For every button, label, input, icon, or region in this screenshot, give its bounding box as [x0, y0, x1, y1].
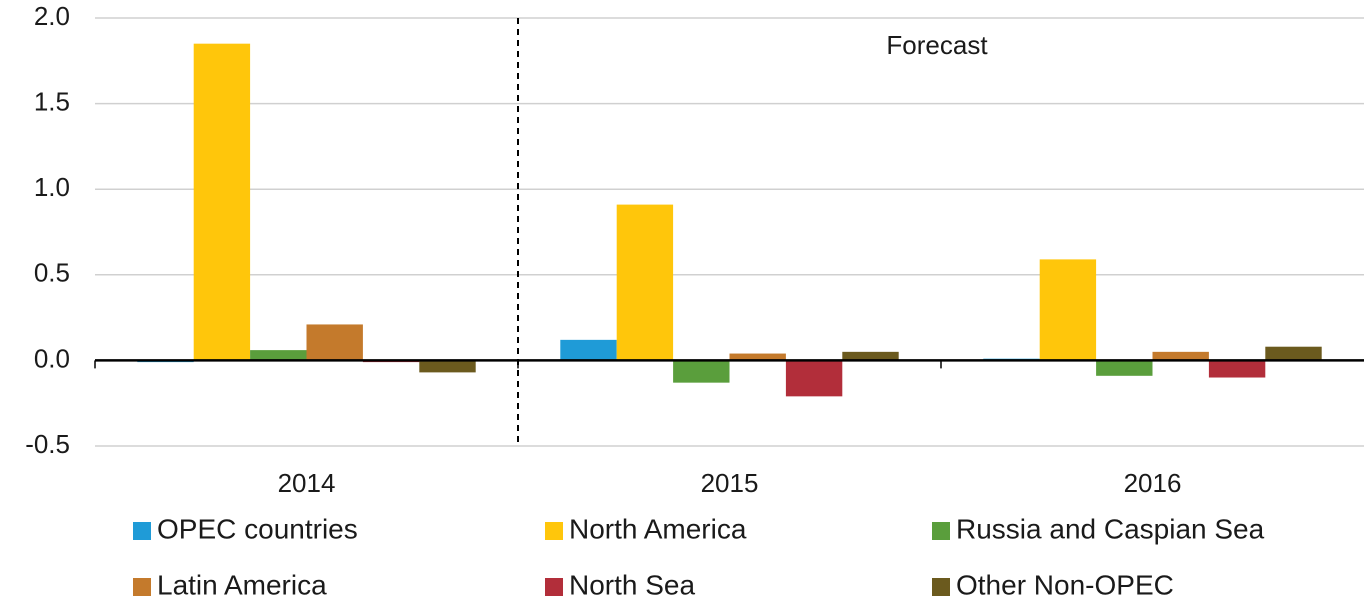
legend-swatch	[545, 578, 563, 596]
y-tick-label: -0.5	[25, 429, 70, 459]
x-tick-label: 2014	[278, 468, 336, 498]
bar	[419, 360, 476, 373]
legend-swatch	[932, 522, 950, 540]
legend-label: Russia and Caspian Sea	[956, 513, 1265, 544]
bar	[842, 351, 899, 361]
bar	[729, 353, 786, 361]
y-tick-label: 1.0	[34, 172, 70, 202]
legend-swatch	[133, 578, 151, 596]
annotation: Forecast	[886, 30, 988, 60]
legend-label: North Sea	[569, 569, 695, 600]
bar	[1096, 360, 1153, 376]
legend-swatch	[545, 522, 563, 540]
bar	[1265, 346, 1322, 361]
x-tick-label: 2015	[701, 468, 759, 498]
legend-swatch	[932, 578, 950, 596]
bar	[306, 324, 363, 361]
y-tick-label: 1.5	[34, 86, 70, 116]
bar	[560, 339, 617, 361]
legend-label: North America	[569, 513, 747, 544]
bar	[785, 360, 843, 397]
legend-label: Other Non-OPEC	[956, 569, 1174, 600]
bar	[193, 43, 251, 361]
bar	[1208, 360, 1266, 378]
bar	[1152, 351, 1209, 361]
bar	[616, 204, 674, 361]
legend-label: Latin America	[157, 569, 327, 600]
y-tick-label: 2.0	[34, 1, 70, 31]
x-tick-label: 2016	[1124, 468, 1182, 498]
legend-swatch	[133, 522, 151, 540]
bar	[1039, 259, 1097, 361]
y-tick-label: 0.0	[34, 343, 70, 373]
bar	[673, 360, 730, 383]
bar	[250, 350, 307, 361]
y-tick-label: 0.5	[34, 258, 70, 288]
legend-label: OPEC countries	[157, 513, 358, 544]
